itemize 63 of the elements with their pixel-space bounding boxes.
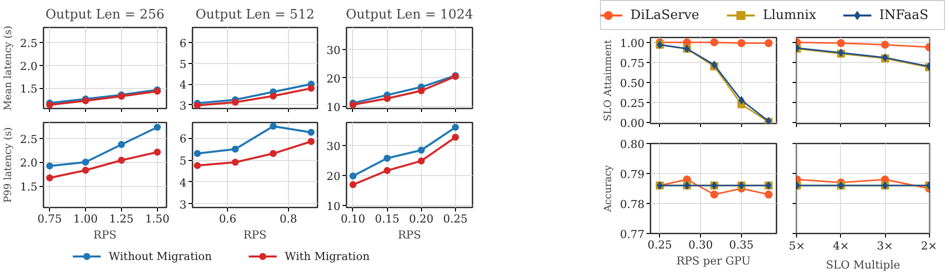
y-tick-label: 20 <box>326 72 341 86</box>
chart-title: Output Len = 256 <box>46 8 164 22</box>
legend-label: Without Migration <box>108 250 212 263</box>
y-tick-label: 2.5 <box>20 132 38 146</box>
x-tick-label: 1.00 <box>73 212 98 226</box>
y-tick-label: 0.80 <box>620 138 645 151</box>
y-tick-label: 0.50 <box>620 77 645 90</box>
y-tick-label: 30 <box>326 44 341 57</box>
y-tick-label: 1.5 <box>20 82 38 96</box>
legend-label: DiLaServe <box>630 8 700 23</box>
x-tick-label: 4× <box>832 240 850 252</box>
y-tick-label: 2.0 <box>20 156 38 170</box>
y-tick-label: 5 <box>180 154 186 168</box>
y-tick-label: 0.77 <box>620 228 645 241</box>
y-tick-label: 2.5 <box>20 37 38 50</box>
x-tick-label: 0.6 <box>218 212 236 226</box>
x-tick-label: 0.10 <box>340 212 366 226</box>
x-tick-label: 3× <box>876 240 894 252</box>
x-tick-label: 0.8 <box>280 212 298 226</box>
y-axis-title: Mean latency (s) <box>3 26 14 110</box>
y-axis-title: Accuracy <box>603 164 614 213</box>
legend-label: With Migration <box>284 250 370 263</box>
legend-label: Llumnix <box>762 8 817 23</box>
x-axis-title: RPS <box>93 228 117 242</box>
x-tick-label: 0.25 <box>443 212 468 226</box>
y-tick-label: 0.00 <box>620 117 645 130</box>
y-tick-label: 20 <box>326 170 341 183</box>
chart-title: Output Len = 1024 <box>346 8 474 22</box>
y-tick-label: 10 <box>326 100 341 114</box>
y-tick-label: 0.78 <box>620 198 645 211</box>
y-axis-title: SLO Attainment <box>603 40 614 122</box>
x-tick-label: 0.25 <box>648 238 672 252</box>
y-tick-label: 0.79 <box>620 168 645 181</box>
y-tick-label: 0.75 <box>620 56 645 70</box>
x-tick-label: 0.35 <box>729 238 754 252</box>
y-tick-label: 2.0 <box>20 60 38 73</box>
x-axis-title: RPS <box>398 228 422 242</box>
chart-title: Output Len = 512 <box>196 8 314 22</box>
x-tick-label: 0.75 <box>37 212 62 226</box>
y-tick-label: 6 <box>180 36 186 50</box>
y-tick-label: 5 <box>180 58 186 71</box>
x-tick-label: 2× <box>920 240 938 252</box>
x-axis-title: RPS per GPU <box>676 254 751 268</box>
x-axis-title: SLO Multiple <box>826 258 900 272</box>
y-tick-label: 1.00 <box>620 36 645 50</box>
y-tick-label: 0.25 <box>620 97 645 110</box>
x-axis-title: RPS <box>243 228 267 242</box>
x-tick-label: 1.25 <box>109 212 134 226</box>
y-tick-label: 1.5 <box>20 180 38 194</box>
y-tick-label: 10 <box>326 200 341 213</box>
x-tick-label: 1.50 <box>145 212 170 226</box>
y-tick-label: 4 <box>180 78 186 92</box>
y-tick-label: 3 <box>180 198 186 212</box>
legend-label: INFaaS <box>879 8 928 23</box>
x-tick-label: 0.30 <box>688 238 713 252</box>
y-tick-label: 4 <box>180 176 186 190</box>
y-tick-label: 30 <box>326 140 341 153</box>
x-tick-label: 0.15 <box>374 212 400 226</box>
y-tick-label: 6 <box>180 132 186 146</box>
y-axis-title: P99 latency (s) <box>3 127 14 203</box>
x-tick-label: 5× <box>788 240 806 252</box>
y-tick-label: 3 <box>180 99 186 112</box>
x-tick-label: 0.20 <box>409 212 434 226</box>
